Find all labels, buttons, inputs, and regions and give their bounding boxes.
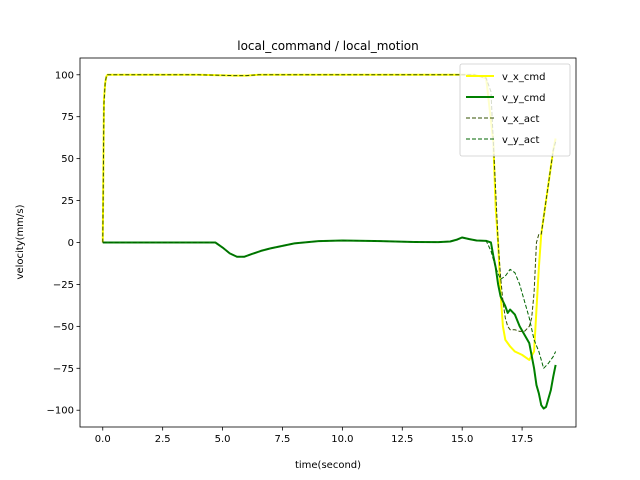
y-tick-label: −25 bbox=[53, 280, 74, 291]
y-axis-label: velocity(mm/s) bbox=[15, 204, 26, 279]
x-tick-label: 2.5 bbox=[155, 434, 171, 445]
series-layer bbox=[101, 73, 557, 410]
x-tick-label: 10.0 bbox=[331, 434, 353, 445]
y-tick-label: −50 bbox=[53, 322, 74, 333]
x-tick-label: 15.0 bbox=[451, 434, 473, 445]
legend-entry-label: v_y_cmd bbox=[502, 93, 545, 104]
legend: v_x_cmd v_y_cmd v_x_act v_y_act bbox=[459, 63, 571, 157]
x-axis-label: time(second) bbox=[295, 460, 361, 471]
x-tick-label: 5.0 bbox=[215, 434, 231, 445]
y-tick-label: 75 bbox=[61, 112, 74, 123]
legend-entry-label: v_x_cmd bbox=[502, 72, 545, 83]
y-tick-label: 0 bbox=[68, 238, 74, 249]
legend-entry-label: v_y_act bbox=[502, 135, 539, 146]
y-tick-label: −100 bbox=[47, 406, 74, 417]
series-line-v-y-act bbox=[102, 236, 557, 369]
x-tick-label: 17.5 bbox=[511, 434, 533, 445]
x-tick-label: 7.5 bbox=[275, 434, 291, 445]
chart-title: local_command / local_motion bbox=[237, 39, 419, 53]
series-line-v-x-act bbox=[102, 74, 557, 332]
x-tick-label: 12.5 bbox=[391, 434, 413, 445]
legend-box bbox=[459, 63, 571, 157]
y-tick-label: −75 bbox=[53, 364, 74, 375]
y-tick-label: 50 bbox=[61, 154, 74, 165]
x-tick-label: 0.0 bbox=[95, 434, 111, 445]
x-axis-ticks: 0.0 2.5 5.0 7.5 10.0 12.5 15.0 17.5 bbox=[95, 427, 533, 445]
y-tick-label: 100 bbox=[55, 70, 74, 81]
y-axis-ticks: 100 75 50 25 0 −25 −50 −75 −100 bbox=[47, 70, 80, 417]
y-tick-label: 25 bbox=[61, 196, 74, 207]
legend-entry-label: v_x_act bbox=[502, 114, 539, 125]
